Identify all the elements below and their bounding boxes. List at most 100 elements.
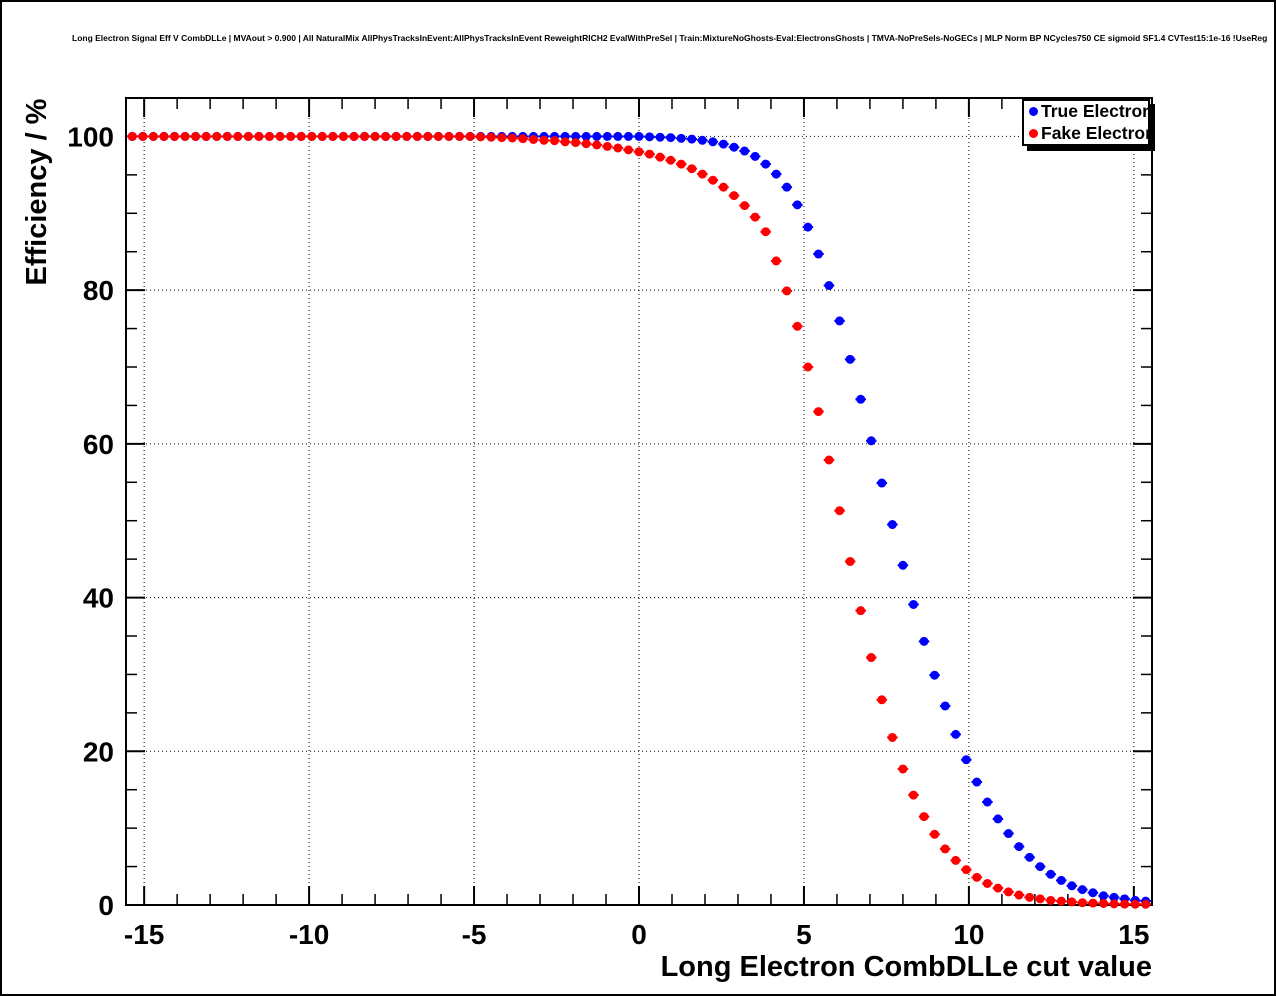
data-point [1035,894,1045,904]
data-point [138,131,148,141]
x-axis-tick-label: 10 [953,919,984,950]
data-point [486,132,496,142]
data-point [729,191,739,201]
series-fake-electron [126,131,1152,909]
data-point [507,133,517,143]
data-point [222,131,232,141]
data-point [792,200,802,210]
data-point [201,131,211,141]
data-point [771,256,781,266]
data-point [254,131,264,141]
data-point [1014,842,1024,852]
data-point [740,201,750,211]
data-point [1109,892,1119,902]
y-axis-tick-label: 60 [83,429,114,460]
legend-entry-true-electron: True Electron [1024,101,1153,122]
y-axis-tick-label: 40 [83,583,114,614]
data-point [296,131,306,141]
data-point [127,131,137,141]
data-point [666,155,676,165]
data-point [1003,887,1013,897]
data-point [328,131,338,141]
data-point [1141,899,1151,909]
data-point [750,212,760,222]
data-point [655,132,665,142]
data-point [1035,862,1045,872]
data-point [233,131,243,141]
x-axis-tick-label: 15 [1118,919,1149,950]
data-point [961,865,971,875]
x-axis-title: Long Electron CombDLLe cut value [661,951,1152,983]
data-point [1014,890,1024,900]
data-point [613,143,623,153]
data-point [623,145,633,155]
data-point [813,407,823,417]
data-point [423,131,433,141]
data-point [708,175,718,185]
data-point [1025,852,1035,862]
data-point [887,732,897,742]
data-point [338,131,348,141]
data-point [919,636,929,646]
data-point [433,131,443,141]
data-point [1109,899,1119,909]
data-point [961,755,971,765]
true-electron-marker-icon [1029,107,1038,117]
data-point [877,695,887,705]
data-point [982,797,992,807]
data-point [687,164,697,174]
data-point [866,653,876,663]
y-axis-tick-label: 0 [98,890,114,921]
data-point [592,131,602,141]
data-point [444,131,454,141]
data-point [1088,888,1098,898]
data-point [307,131,317,141]
data-point [1056,896,1066,906]
legend-entry-fake-electron: Fake Electron [1024,123,1156,144]
data-point [370,131,380,141]
data-point [528,135,538,145]
data-point [761,227,771,237]
data-point [782,286,792,296]
data-point [613,131,623,141]
data-point [581,131,591,141]
data-point [813,249,823,259]
data-point [824,455,834,465]
data-point [581,139,591,149]
data-point [1046,869,1056,879]
data-point [856,606,866,616]
data-point [455,131,465,141]
data-point [560,137,570,147]
data-point [381,131,391,141]
plot-frame [125,97,1153,906]
data-point [940,844,950,854]
fake-electron-marker-icon [1029,128,1038,138]
y-axis-tick-label: 20 [83,736,114,767]
data-point [898,560,908,570]
data-point [951,855,961,865]
data-point [602,131,612,141]
data-point [655,152,665,162]
data-point [740,146,750,156]
data-point [1067,897,1077,907]
data-point [402,131,412,141]
data-point [634,131,644,141]
data-point [1077,885,1087,895]
data-point [518,134,528,144]
data-point [148,131,158,141]
data-point [349,131,359,141]
data-point [898,764,908,774]
data-point [697,169,707,179]
data-point [940,701,950,711]
data-point [1056,875,1066,885]
data-point [718,182,728,192]
data-point [159,131,169,141]
data-point [191,131,201,141]
data-point [951,729,961,739]
data-point [360,131,370,141]
data-point [476,132,486,142]
data-point [286,131,296,141]
data-point [908,599,918,609]
data-point [930,670,940,680]
y-axis-tick-label: 100 [67,121,114,152]
